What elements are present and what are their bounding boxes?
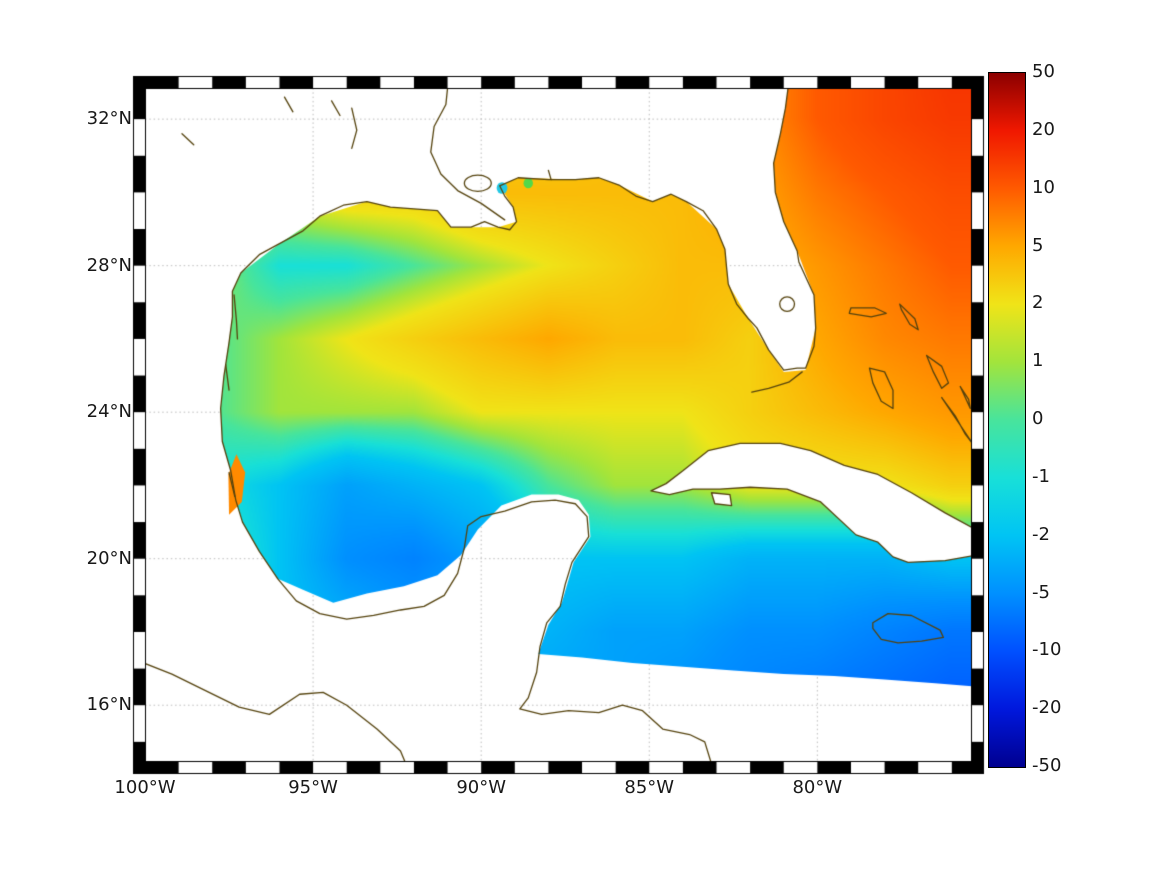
x-tick-label: 90°W bbox=[456, 777, 507, 798]
colorbar-tick-label: 50 bbox=[1032, 61, 1055, 82]
y-tick-label: 28°N bbox=[86, 254, 132, 276]
y-tick-label: 24°N bbox=[86, 401, 132, 423]
colorbar-tick-label: 20 bbox=[1032, 118, 1055, 140]
x-tick-label: 95°W bbox=[288, 777, 338, 798]
colorbar bbox=[988, 72, 1026, 768]
x-tick-label: 80°W bbox=[792, 777, 843, 798]
colorbar-tick-label: -2 bbox=[1032, 523, 1050, 545]
y-tick-label: 16°N bbox=[86, 694, 132, 716]
colorbar-tick-label: 2 bbox=[1032, 292, 1044, 314]
x-tick-label: 100°W bbox=[114, 777, 176, 798]
y-tick-label: 20°N bbox=[86, 547, 132, 569]
colorbar-tick-label: 1 bbox=[1032, 350, 1044, 372]
colorbar-tick-label: 0 bbox=[1032, 408, 1044, 429]
y-tick-label: 32°N bbox=[86, 108, 132, 130]
colorbar-tick-label: -10 bbox=[1032, 639, 1062, 661]
colorbar-tick-label: -5 bbox=[1032, 581, 1050, 603]
colorbar-tick-label: -1 bbox=[1032, 465, 1050, 487]
x-tick-label: 85°W bbox=[624, 777, 675, 798]
colorbar-tick-label: 10 bbox=[1032, 176, 1055, 198]
colorbar-tick-label: -20 bbox=[1032, 697, 1062, 719]
colorbar-tick-label: -50 bbox=[1032, 755, 1062, 776]
colorbar-tick-label: 5 bbox=[1032, 234, 1044, 256]
